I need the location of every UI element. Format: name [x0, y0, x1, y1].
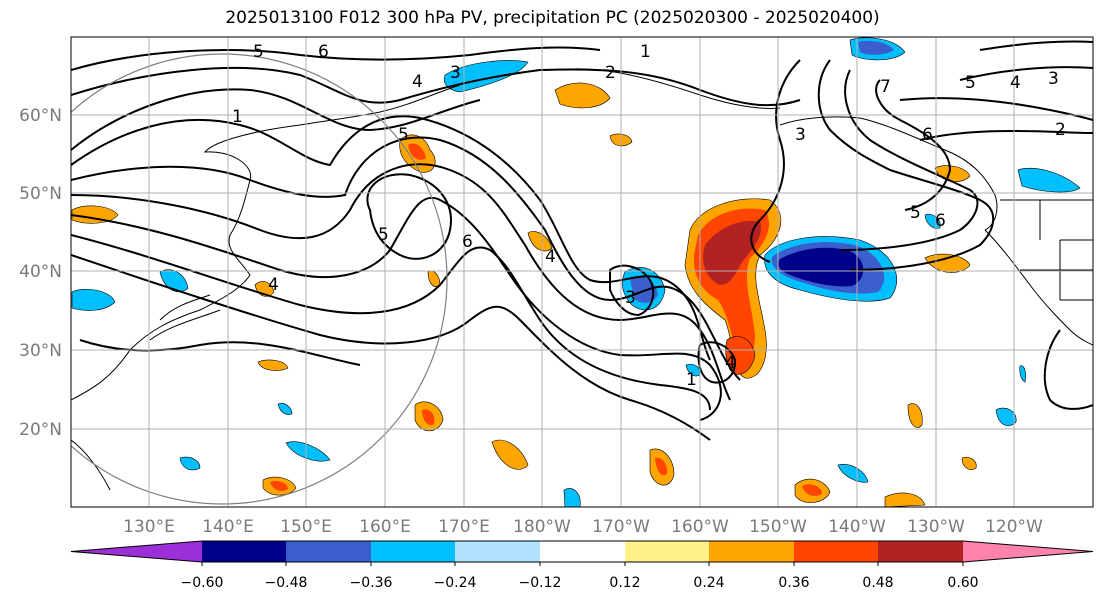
contour-label: 6 [935, 211, 946, 231]
lon-label: 150°E [280, 517, 332, 537]
contour-label: 5 [378, 225, 389, 245]
contour-label: 6 [318, 42, 329, 62]
contour-label: 4 [545, 247, 556, 267]
lon-label: 150°W [749, 517, 807, 537]
contour-label: 4 [725, 353, 736, 373]
colorbar-extend-low [71, 541, 202, 562]
colorbar-segment [286, 541, 371, 562]
colorbar-segment [455, 541, 540, 562]
colorbar-tick-label: −0.36 [350, 575, 393, 591]
contour-label: 3 [625, 288, 636, 308]
contour-label: 3 [1048, 69, 1059, 89]
lon-label: 140°E [202, 517, 254, 537]
lat-label: 60°N [19, 106, 62, 126]
contour-label: 2 [605, 63, 616, 83]
map-title: 2025013100 F012 300 hPa PV, precipitatio… [225, 8, 880, 28]
colorbar-segment [202, 541, 286, 562]
lat-label: 40°N [19, 262, 62, 282]
lon-label: 130°E [123, 517, 175, 537]
contour-label: 4 [268, 275, 279, 295]
lon-label: 160°W [671, 517, 729, 537]
lat-label: 30°N [19, 341, 62, 361]
colorbar-segment [371, 541, 455, 562]
contour-label: 7 [880, 77, 891, 97]
contour-label: 1 [686, 370, 697, 390]
longitude-labels: 130°E 140°E 150°E 160°E 170°E 180°W 170°… [123, 517, 1043, 537]
contour-label: 5 [253, 42, 264, 62]
colorbar-tick-label: 0.12 [609, 575, 640, 591]
colorbar [70, 540, 1094, 566]
contour-label: 5 [965, 73, 976, 93]
contour-label: 1 [640, 42, 651, 62]
colorbar-tick-label: 0.48 [862, 575, 893, 591]
precip-positive-shading [71, 82, 977, 507]
colorbar-tick-label: 0.36 [778, 575, 809, 591]
contour-label: 1 [232, 107, 243, 127]
lat-label: 20°N [19, 420, 62, 440]
contour-label: 4 [1010, 73, 1021, 93]
lon-label: 170°E [438, 517, 490, 537]
colorbar-tick-label: −0.12 [519, 575, 562, 591]
map-frame [70, 36, 1094, 508]
contour-label: 6 [922, 125, 933, 145]
contour-label: 5 [910, 203, 921, 223]
colorbar-tick-label: −0.48 [265, 575, 308, 591]
contour-labels: 5 6 4 3 1 2 3 7 5 4 3 2 6 5 6 5 6 4 3 1 … [232, 42, 1066, 390]
colorbar-segment [878, 541, 963, 562]
lon-label: 170°W [592, 517, 650, 537]
colorbar-extend-high [963, 541, 1093, 562]
precip-negative-shading [71, 37, 1081, 507]
colorbar-segment [794, 541, 878, 562]
lat-label: 50°N [19, 184, 62, 204]
lon-label: 180°W [513, 517, 571, 537]
gridlines [71, 37, 1093, 507]
range-ring [71, 53, 448, 505]
latitude-labels: 60°N 50°N 40°N 30°N 20°N [19, 106, 62, 440]
contour-label: 6 [462, 232, 473, 252]
contour-label: 4 [412, 72, 423, 92]
pv-contours [71, 40, 1093, 441]
colorbar-segment [540, 541, 625, 562]
colorbar-tick-label: −0.60 [181, 575, 224, 591]
colorbar-segment [625, 541, 709, 562]
colorbar-tick-labels: −0.60 −0.48 −0.36 −0.24 −0.12 0.12 0.24 … [181, 575, 979, 591]
contour-label: 5 [398, 125, 409, 145]
contour-label: 3 [795, 125, 806, 145]
lon-label: 120°W [985, 517, 1043, 537]
contour-label: 3 [450, 63, 461, 83]
lon-label: 130°W [907, 517, 965, 537]
contour-label: 2 [1055, 120, 1066, 140]
lon-label: 160°E [359, 517, 411, 537]
lon-label: 140°W [828, 517, 886, 537]
colorbar-tick-label: 0.60 [947, 575, 978, 591]
colorbar-tick-label: −0.24 [434, 575, 477, 591]
colorbar-segment [709, 541, 794, 562]
colorbar-tick-label: 0.24 [693, 575, 724, 591]
